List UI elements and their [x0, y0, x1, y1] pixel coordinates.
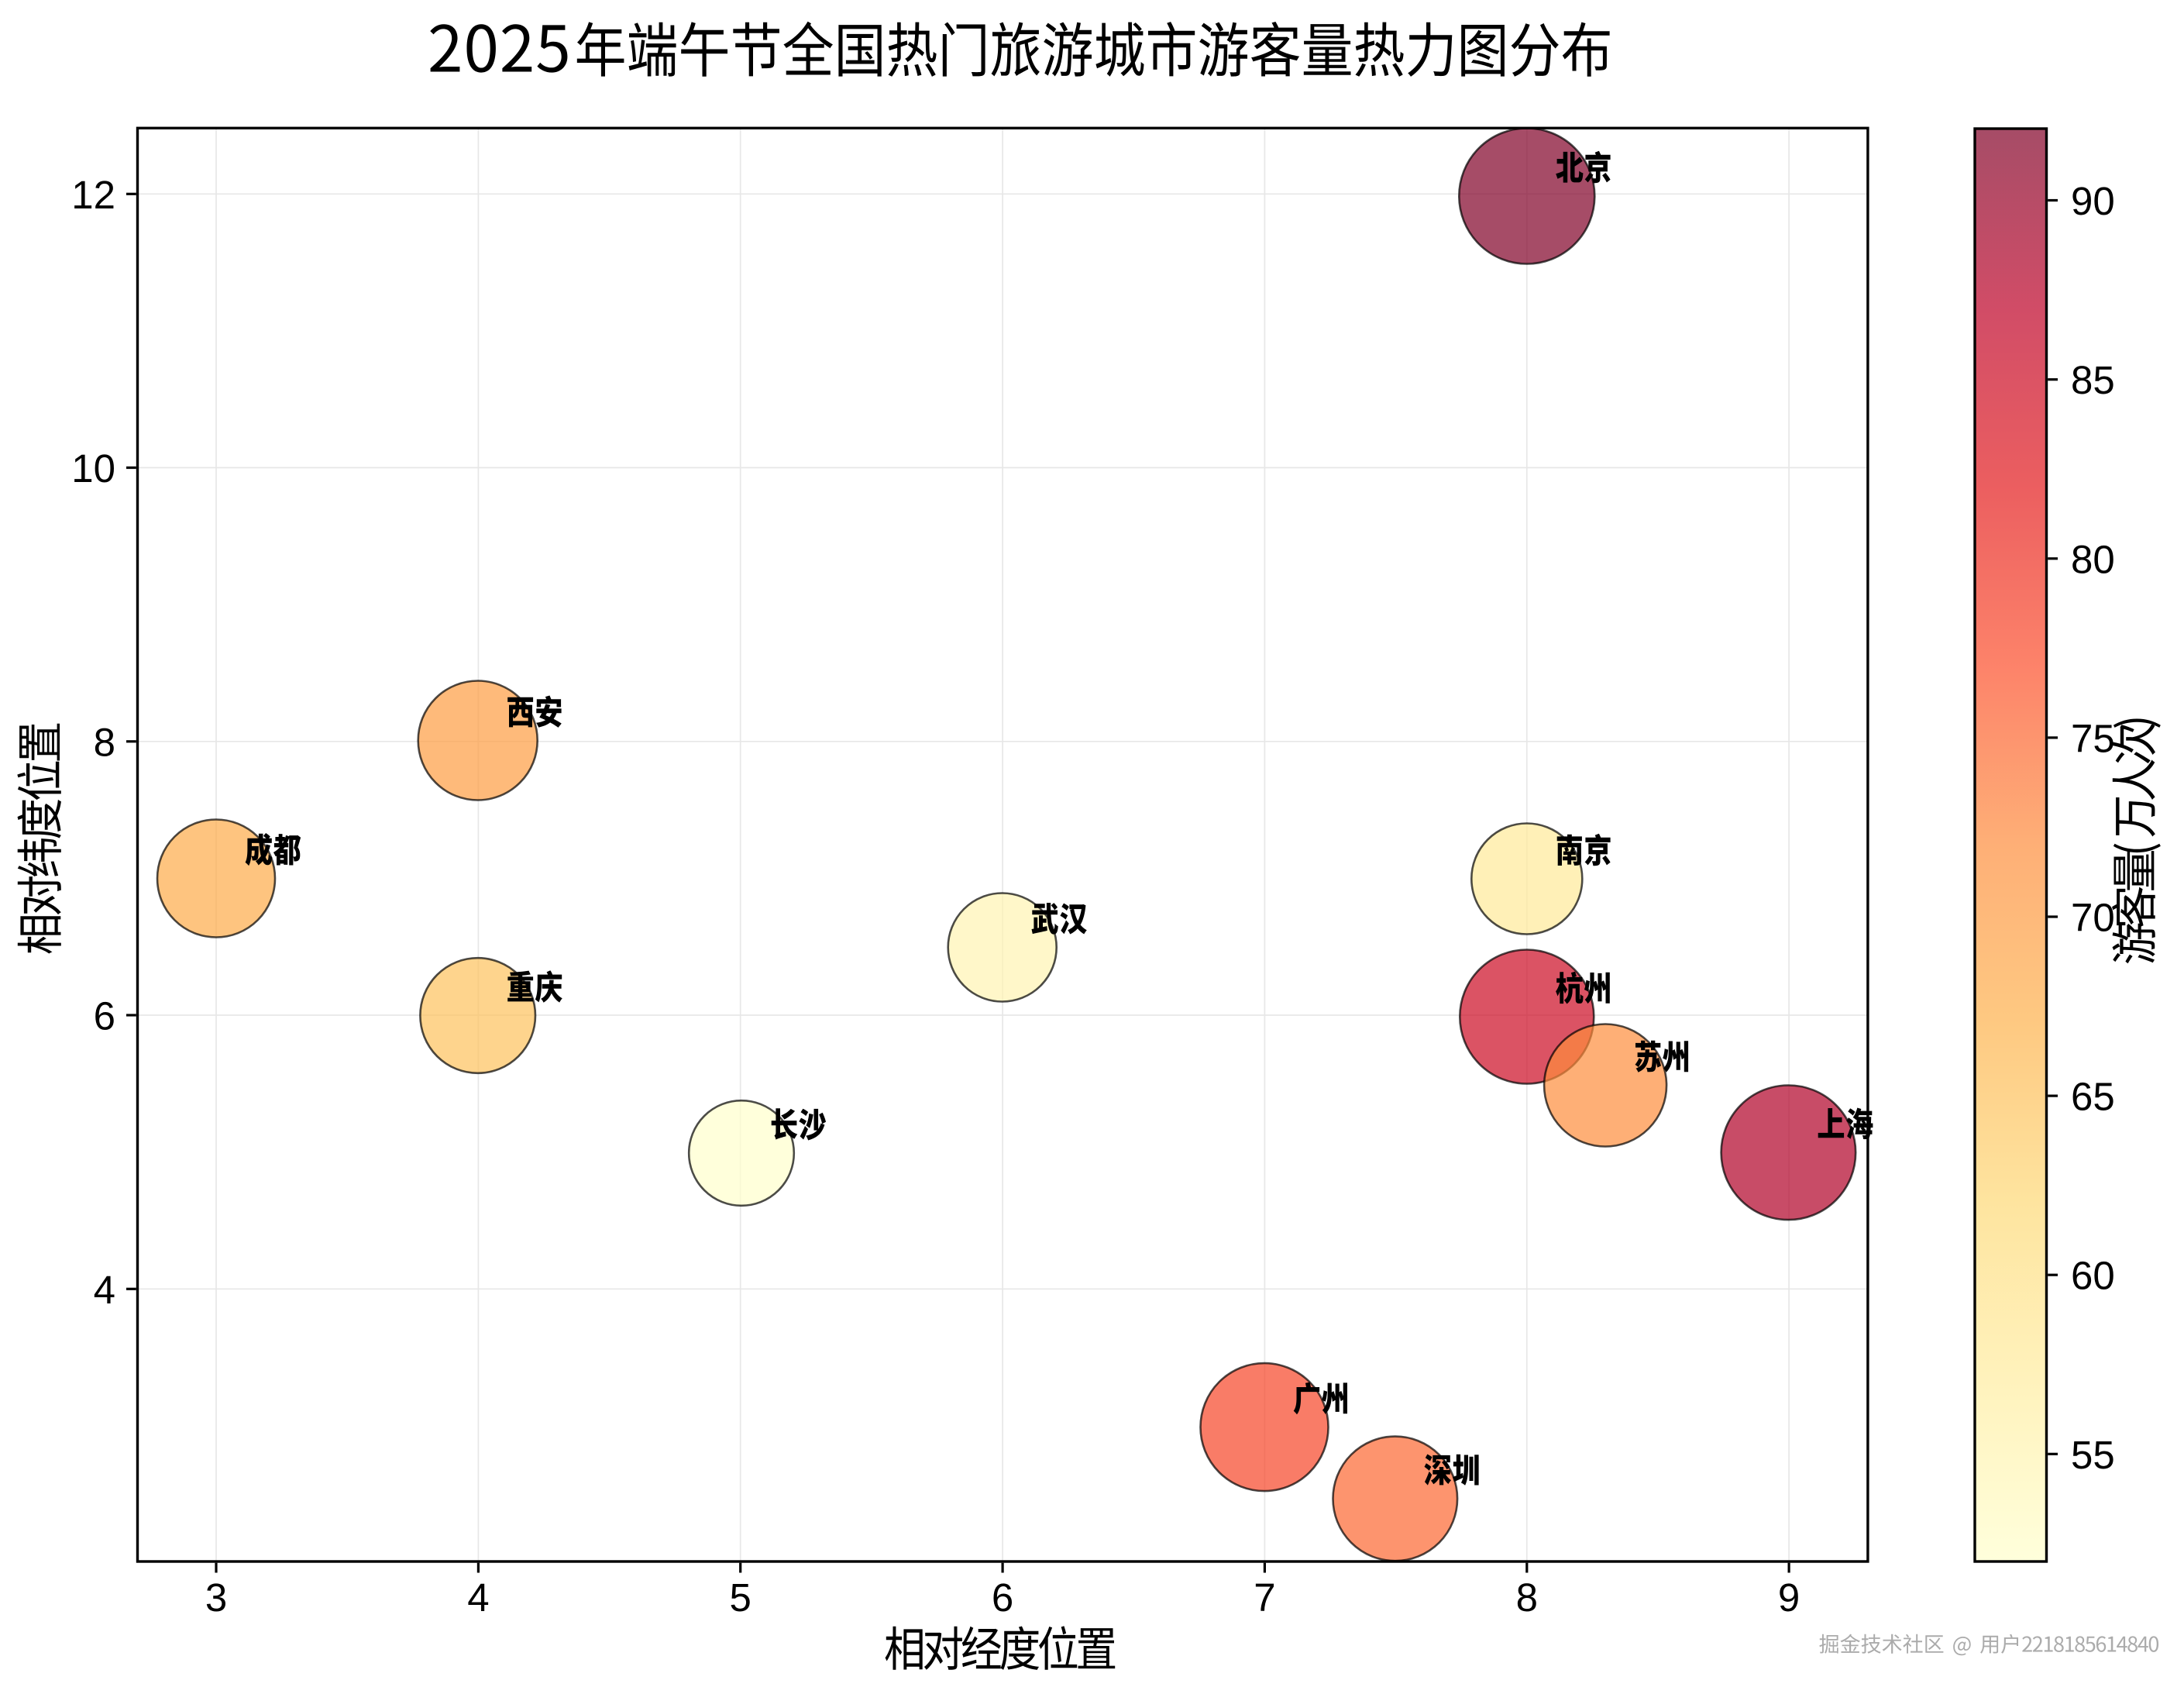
svg-text:4: 4 [467, 1575, 489, 1620]
svg-text:6: 6 [94, 994, 115, 1038]
svg-text:10: 10 [71, 446, 115, 491]
svg-text:8: 8 [1516, 1575, 1538, 1620]
svg-text:80: 80 [2071, 537, 2115, 581]
svg-text:4: 4 [94, 1268, 115, 1312]
svg-text:6: 6 [992, 1575, 1013, 1620]
svg-text:9: 9 [1778, 1575, 1800, 1620]
svg-text:85: 85 [2071, 358, 2115, 402]
svg-text:7: 7 [1254, 1575, 1275, 1620]
svg-text:3: 3 [205, 1575, 227, 1620]
svg-text:75: 75 [2071, 716, 2115, 760]
svg-text:60: 60 [2071, 1254, 2115, 1298]
svg-text:12: 12 [71, 173, 115, 217]
svg-text:70: 70 [2071, 896, 2115, 940]
svg-text:55: 55 [2071, 1433, 2115, 1477]
svg-text:90: 90 [2071, 179, 2115, 223]
svg-text:5: 5 [730, 1575, 752, 1620]
svg-text:65: 65 [2071, 1075, 2115, 1119]
svg-text:8: 8 [94, 720, 115, 764]
